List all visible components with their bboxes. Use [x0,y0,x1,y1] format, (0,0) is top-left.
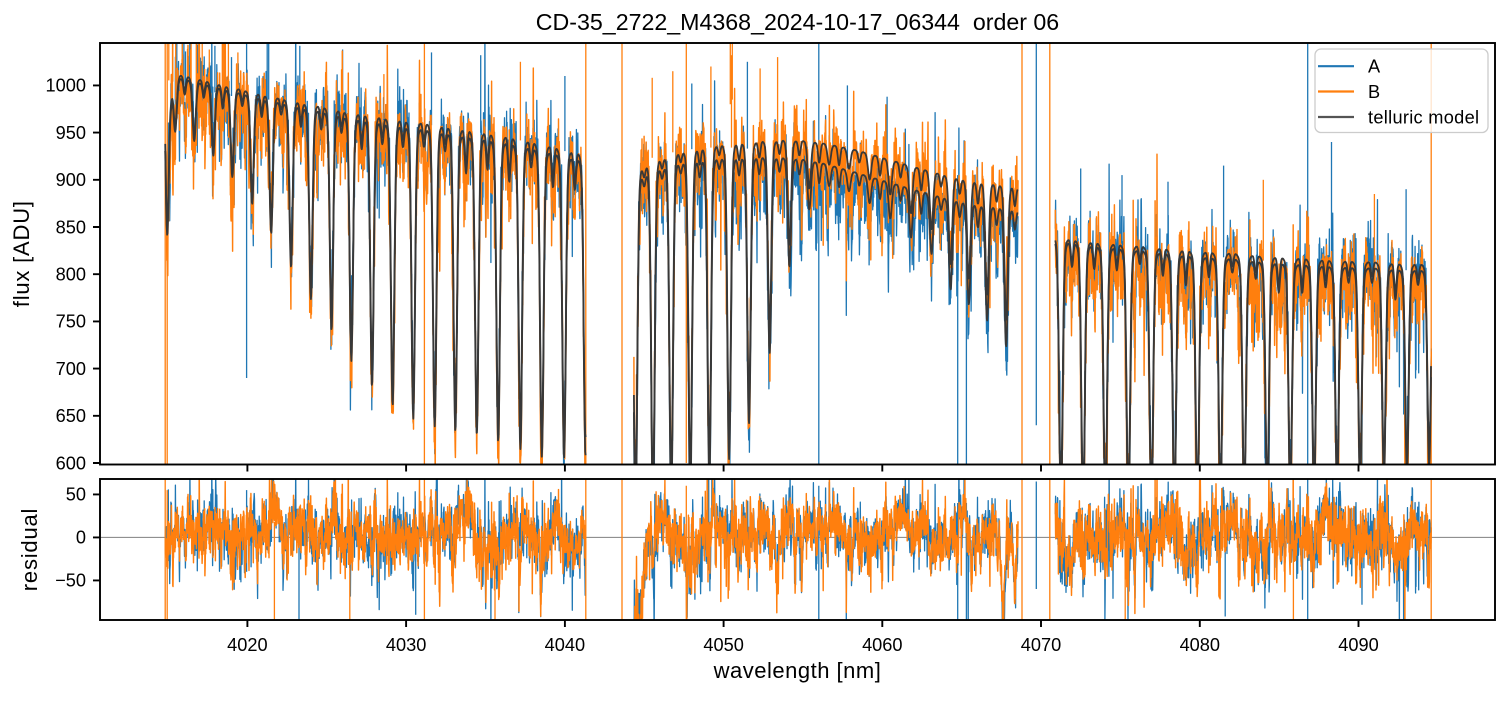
svg-text:650: 650 [56,406,86,426]
svg-text:850: 850 [56,217,86,237]
svg-text:750: 750 [56,312,86,332]
svg-text:900: 900 [56,170,86,190]
svg-text:4040: 4040 [545,635,585,655]
svg-text:800: 800 [56,265,86,285]
svg-text:0: 0 [76,528,86,548]
svg-text:A: A [1368,57,1381,77]
svg-text:telluric model: telluric model [1368,107,1479,127]
svg-text:4060: 4060 [862,635,902,655]
svg-text:50: 50 [66,485,86,505]
svg-text:flux [ADU]: flux [ADU] [9,200,34,307]
svg-text:B: B [1368,82,1380,102]
svg-text:4020: 4020 [227,635,267,655]
svg-text:−50: −50 [55,571,86,591]
svg-text:wavelength [nm]: wavelength [nm] [713,658,882,683]
svg-text:4050: 4050 [703,635,743,655]
svg-text:residual: residual [17,508,42,591]
svg-text:4070: 4070 [1021,635,1061,655]
svg-text:600: 600 [56,453,86,473]
svg-text:700: 700 [56,359,86,379]
svg-text:4030: 4030 [386,635,426,655]
svg-text:950: 950 [56,123,86,143]
svg-text:1000: 1000 [46,76,86,96]
svg-text:4090: 4090 [1338,635,1378,655]
svg-text:CD-35_2722_M4368_2024-10-17_06: CD-35_2722_M4368_2024-10-17_06344 order … [536,9,1059,35]
svg-text:4080: 4080 [1180,635,1220,655]
